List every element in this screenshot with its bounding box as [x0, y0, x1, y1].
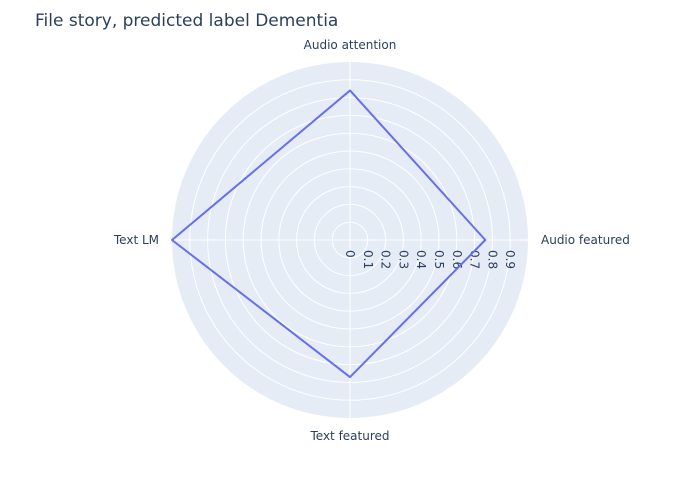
angular-axis-label: Audio featured	[541, 233, 630, 247]
angular-axis-label: Text LM	[113, 233, 159, 247]
angular-axis-labels: Audio attention Audio featured Text featur…	[113, 38, 630, 443]
radial-tick-label: 0.5	[432, 250, 446, 269]
angular-axis-label: Text featured	[309, 429, 389, 443]
radial-tick-label: 0.6	[450, 250, 464, 269]
radial-tick-label: 0.4	[414, 250, 428, 269]
radial-tick-label: 0.1	[361, 250, 375, 269]
series-line[interactable]	[171, 89, 487, 379]
chart-title: File story, predicted label Dementia	[35, 11, 339, 31]
angular-axis-label: Audio attention	[304, 38, 397, 52]
radial-tick-label: 0.9	[503, 250, 517, 269]
radial-tick-label: 0	[343, 250, 357, 258]
radial-tick-label: 0.2	[379, 250, 393, 269]
radial-tick-label: 0.8	[485, 250, 499, 269]
radial-tick-label: 0.3	[396, 250, 410, 269]
radial-tick-label: 0.7	[468, 250, 482, 269]
